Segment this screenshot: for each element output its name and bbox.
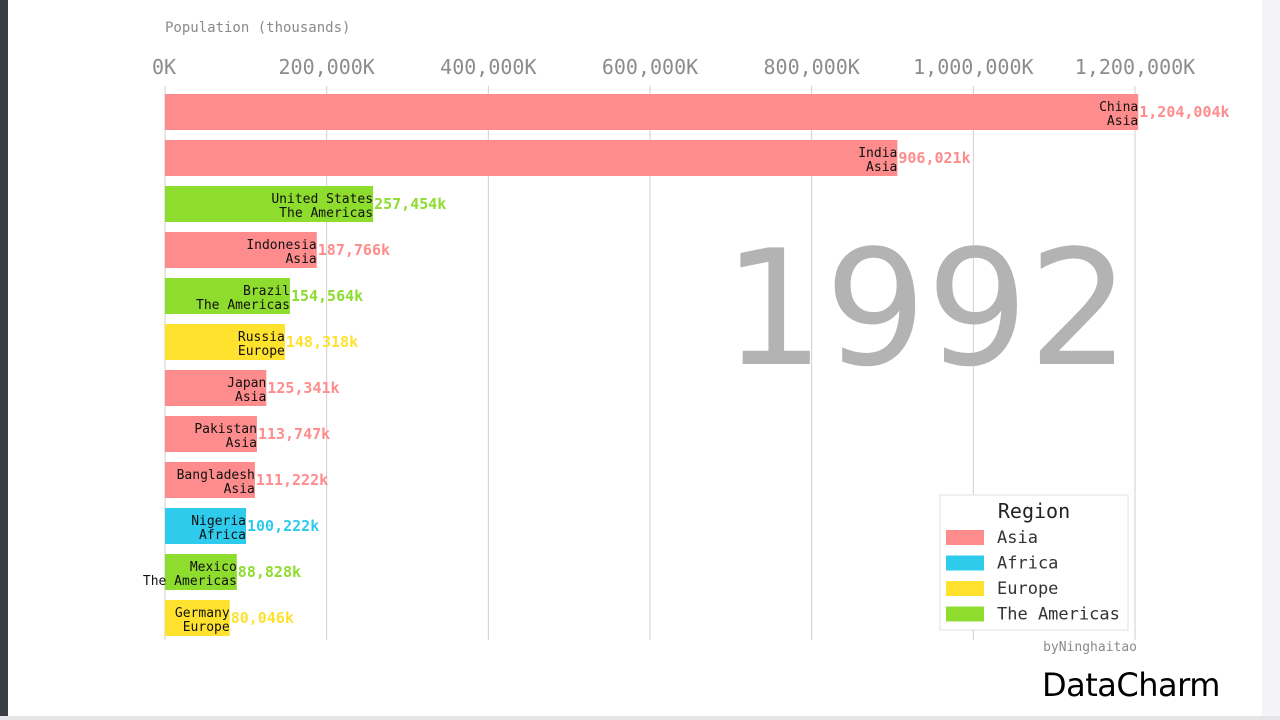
x-tick-label: 1,200,000K (1075, 55, 1195, 79)
bar-region-label: Asia (235, 390, 266, 405)
bar-value-label: 100,222k (247, 517, 319, 535)
bar (165, 232, 317, 268)
legend-entry-label: Europe (997, 579, 1058, 599)
legend: Region Asia Africa Europe The Americas (939, 494, 1129, 631)
bar-country-label: Bangladesh (177, 468, 255, 483)
bar-country-label: Russia (238, 330, 285, 345)
bar-value-label: 187,766k (318, 241, 390, 259)
x-axis-ticks: 0K 200,000K 400,000K 600,000K 800,000K 1,000,… (152, 55, 1195, 79)
bar-value-label: 111,222k (256, 471, 328, 489)
bar (165, 462, 255, 498)
bar-value-label: 257,454k (374, 195, 446, 213)
bar (165, 370, 267, 406)
legend-title: Region (998, 499, 1070, 523)
bar-region-label: Europe (183, 620, 230, 635)
bar (165, 324, 285, 360)
year-watermark: 1992 (723, 215, 1130, 402)
bar-region-label: The Americas (143, 574, 237, 589)
right-border-strip (1262, 0, 1280, 720)
legend-entries: Asia Africa Europe The Americas (946, 528, 1120, 625)
bar (165, 600, 230, 636)
legend-entry-label: Asia (997, 528, 1038, 548)
x-tick-label: 200,000K (279, 55, 375, 79)
bar-region-label: The Americas (196, 298, 290, 313)
legend-swatch (946, 606, 984, 622)
bar-country-label: Germany (175, 606, 230, 621)
bar-region-label: Asia (226, 436, 257, 451)
bar-value-label: 113,747k (258, 425, 330, 443)
bar-value-label: 154,564k (291, 287, 363, 305)
bar-value-label: 906,021k (898, 149, 970, 167)
bar (165, 94, 1139, 130)
bars: ChinaAsia1,204,004kIndiaAsia906,021kUnit… (143, 94, 1230, 636)
bar-value-label: 125,341k (267, 379, 339, 397)
bar-country-label: Indonesia (246, 238, 316, 253)
bar-value-label: 1,204,004k (1139, 103, 1229, 121)
bar-country-label: Mexico (190, 560, 237, 575)
axis-title: Population (thousands) (165, 20, 350, 36)
legend-swatch (946, 581, 984, 596)
legend-entry-label: Africa (997, 554, 1058, 574)
bar (165, 554, 237, 590)
bar (165, 278, 290, 314)
bottom-border-strip (0, 716, 1280, 720)
bar (165, 140, 898, 176)
x-tick-label: 1,000,000K (913, 55, 1033, 79)
bar-country-label: United States (271, 192, 373, 207)
bar-country-label: China (1099, 100, 1138, 115)
bar-region-label: Asia (866, 160, 897, 175)
brand-logo-text: DataCharm (1042, 666, 1220, 704)
bar-region-label: Africa (199, 528, 246, 543)
legend-swatch (946, 555, 984, 571)
bar (165, 186, 374, 222)
x-tick-label: 0K (152, 55, 176, 79)
legend-swatch (946, 530, 984, 545)
bar-country-label: Japan (227, 376, 266, 391)
bar-value-label: 88,828k (238, 563, 301, 581)
bar-region-label: Asia (224, 482, 255, 497)
bar-region-label: Europe (238, 344, 285, 359)
x-tick-label: 600,000K (602, 55, 698, 79)
bar (165, 416, 257, 452)
bar-country-label: Pakistan (194, 422, 257, 437)
bar-value-label: 148,318k (286, 333, 358, 351)
credit-text: byNinghaitao (1043, 640, 1137, 655)
x-tick-label: 800,000K (764, 55, 860, 79)
bar-value-label: 80,046k (231, 609, 294, 627)
x-tick-label: 400,000K (440, 55, 536, 79)
bar-country-label: Nigeria (191, 514, 246, 529)
legend-entry-label: The Americas (997, 605, 1120, 625)
bar-country-label: India (858, 146, 897, 161)
bar-country-label: Brazil (243, 284, 290, 299)
bar-region-label: The Americas (279, 206, 373, 221)
bar-region-label: Asia (285, 252, 316, 267)
bar-region-label: Asia (1107, 114, 1138, 129)
bar (165, 508, 247, 544)
year-watermark-layer: 1992 (723, 215, 1130, 402)
